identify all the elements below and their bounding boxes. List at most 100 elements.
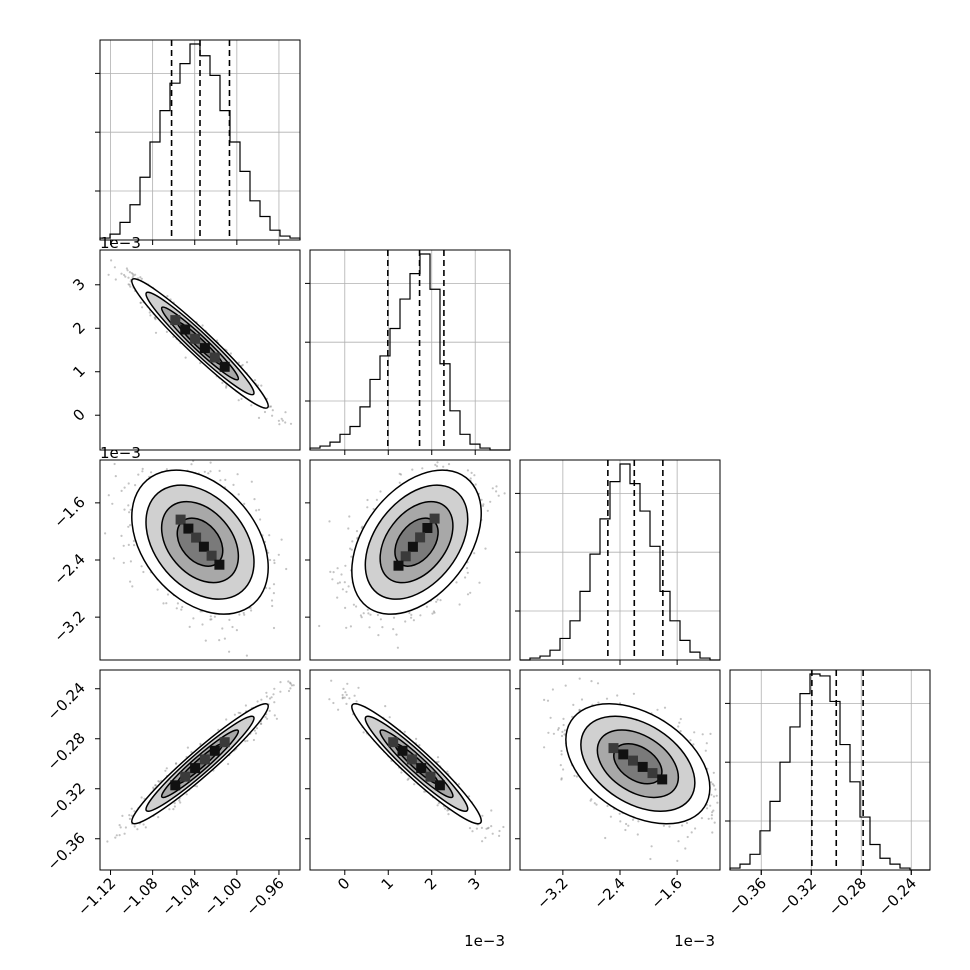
scatter-point: [209, 470, 212, 473]
panel-content: [107, 259, 293, 426]
scatter-point: [139, 301, 142, 304]
scatter-point: [166, 593, 170, 596]
scatter-point: [481, 814, 484, 817]
scatter-point: [347, 585, 350, 588]
scatter-point: [203, 470, 206, 473]
scatter-point: [127, 543, 130, 547]
density-core-cell: [170, 315, 181, 326]
density-core-cell: [393, 560, 404, 571]
density-core-cell: [180, 771, 191, 782]
scatter-point: [129, 285, 132, 288]
scatter-point: [235, 629, 238, 632]
density-core-cell: [170, 780, 181, 791]
scatter-point: [447, 813, 450, 816]
scatter-point: [156, 588, 159, 591]
axes-frame: [99, 39, 301, 241]
scatter-point: [435, 600, 438, 603]
scatter-point: [396, 646, 399, 649]
scatter-point: [245, 361, 249, 364]
density-core-cell: [198, 541, 209, 552]
scatter-point: [331, 578, 334, 581]
scatter-point: [250, 480, 253, 483]
scatter-point: [199, 610, 202, 613]
scatter-point: [267, 551, 270, 554]
scatter-point: [332, 571, 335, 574]
scatter-point: [343, 581, 346, 584]
scatter-point: [154, 316, 157, 320]
scatter-point: [473, 552, 476, 555]
histogram-steps: [99, 43, 301, 240]
scatter-point: [362, 731, 365, 734]
scatter-point: [129, 508, 132, 511]
scatter-point: [341, 693, 344, 697]
scatter-point: [260, 722, 263, 726]
scatter-point: [199, 742, 202, 745]
scatter-point: [436, 804, 439, 807]
scatter-point: [255, 727, 259, 730]
histogram-steps: [729, 673, 930, 871]
scatter-point: [481, 504, 485, 507]
scatter-point: [132, 539, 135, 543]
scatter-point: [140, 277, 143, 280]
scatter-point: [260, 384, 263, 387]
scatter-point: [107, 273, 110, 276]
scatter-point: [232, 483, 235, 486]
density-core-cell: [190, 333, 201, 344]
scatter-point: [447, 463, 451, 466]
scatter-point: [352, 603, 355, 606]
scatter-point: [341, 588, 344, 591]
scatter-point: [395, 633, 398, 636]
scatter-point: [502, 825, 505, 829]
scatter-point: [350, 548, 353, 551]
scatter-point: [209, 461, 212, 464]
scatter-point: [392, 616, 396, 619]
scatter-point: [129, 524, 132, 527]
scatter-point: [425, 605, 428, 608]
scatter-point: [289, 681, 292, 684]
scatter-point: [269, 405, 273, 408]
scatter-point: [287, 680, 290, 683]
density-core-cell: [175, 514, 186, 525]
scatter-point: [336, 582, 339, 585]
scatter-point: [129, 560, 132, 563]
scatter-point: [478, 581, 481, 584]
panel-content: [318, 460, 506, 649]
density-core-cell: [422, 523, 433, 533]
scatter-point: [281, 419, 284, 422]
scatter-point: [218, 639, 221, 642]
density-core-cell: [209, 745, 220, 756]
scatter-point: [484, 836, 487, 839]
axes-frame: [99, 669, 301, 871]
scatter-point: [124, 826, 127, 829]
scatter-point: [489, 500, 492, 503]
scatter-point: [346, 682, 349, 685]
scatter-point: [120, 534, 123, 538]
scatter-point: [245, 654, 248, 657]
scatter-point: [384, 705, 387, 708]
scatter-point: [154, 331, 158, 334]
scatter-point: [272, 693, 275, 696]
scatter-point: [130, 272, 133, 275]
scatter-point: [133, 825, 136, 828]
scatter-point: [377, 634, 380, 637]
scatter-point: [490, 809, 493, 812]
pair-panel-0-3: [99, 669, 301, 871]
scatter-point: [318, 624, 321, 628]
scatter-point: [381, 626, 384, 629]
scatter-point: [264, 716, 267, 719]
scatter-point: [225, 385, 228, 388]
scatter-point: [490, 825, 493, 828]
scatter-point: [273, 714, 276, 717]
scatter-point: [273, 687, 276, 690]
scatter-point: [419, 614, 422, 617]
histogram-steps: [520, 463, 720, 661]
scatter-point: [252, 738, 255, 742]
scatter-point: [148, 311, 151, 314]
scatter-point: [366, 506, 369, 509]
scatter-point: [167, 452, 169, 454]
scatter-point: [131, 585, 134, 588]
scatter-point: [190, 463, 193, 466]
scatter-point: [128, 817, 131, 821]
scatter-point: [330, 679, 333, 682]
scatter-point: [143, 455, 145, 457]
